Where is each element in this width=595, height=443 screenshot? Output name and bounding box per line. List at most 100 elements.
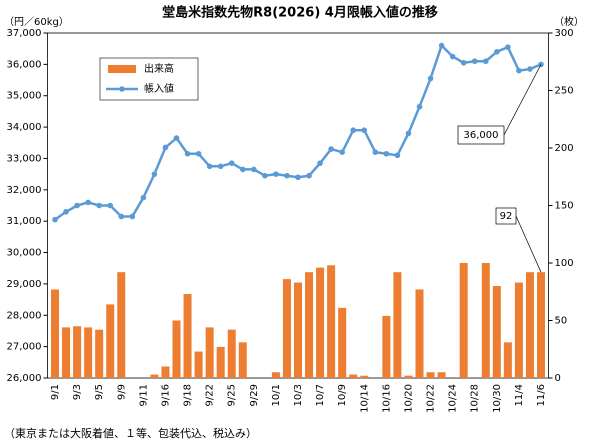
line-marker — [427, 75, 434, 82]
bar — [481, 263, 490, 378]
x-tick-label: 10/9 — [337, 384, 348, 406]
line-marker — [449, 53, 456, 60]
x-tick-label: 10/3 — [293, 384, 304, 406]
bar — [525, 272, 534, 378]
x-tick-label: 9/22 — [205, 384, 216, 406]
line-marker — [394, 152, 401, 159]
annotation: 36,000 — [464, 130, 499, 141]
legend-marker — [119, 86, 125, 92]
line-marker — [339, 149, 345, 155]
line-marker — [251, 166, 257, 173]
line-marker — [96, 202, 102, 209]
y2-tick-label: 250 — [555, 86, 574, 97]
line-marker — [63, 208, 69, 215]
bar — [106, 304, 115, 378]
x-tick-label: 9/9 — [116, 384, 127, 400]
line-marker — [107, 202, 114, 209]
y2-tick-label: 200 — [555, 143, 574, 154]
y-tick-label: 26,000 — [6, 373, 41, 384]
line-marker — [173, 135, 180, 141]
bar — [492, 286, 501, 378]
bar — [338, 307, 347, 378]
x-tick-label: 11/4 — [514, 384, 525, 406]
bar — [95, 329, 104, 378]
bar — [426, 372, 435, 378]
annotation-leader — [503, 64, 542, 136]
bar — [305, 272, 314, 378]
y-tick-label: 28,000 — [6, 310, 41, 321]
line-marker — [328, 146, 334, 152]
x-tick-label: 9/18 — [183, 384, 194, 406]
bar — [503, 342, 512, 378]
annotation-box — [495, 207, 517, 225]
bar — [73, 326, 82, 378]
bar — [172, 320, 181, 378]
annotation: 92 — [500, 211, 513, 222]
line-marker — [361, 127, 368, 134]
line-marker — [383, 150, 390, 157]
bar — [51, 289, 59, 378]
bar — [316, 267, 325, 378]
bar — [327, 265, 336, 378]
bar — [161, 366, 170, 378]
x-tick-label: 9/16 — [160, 384, 171, 406]
line-marker — [74, 202, 80, 209]
bar — [415, 289, 424, 378]
line-marker — [206, 163, 213, 170]
legend-label: 帳入値 — [144, 82, 174, 95]
line-marker — [217, 163, 224, 170]
x-tick-label: 10/22 — [426, 384, 437, 413]
bar — [183, 294, 192, 378]
bar — [227, 329, 236, 378]
line-marker — [262, 172, 268, 179]
x-tick-label: 9/3 — [72, 384, 83, 400]
line-marker — [239, 166, 246, 173]
legend-label: 出来高 — [144, 62, 174, 75]
bar — [117, 272, 126, 378]
y-axis-label: （円／60kg） — [4, 16, 69, 28]
y-tick-label: 32,000 — [6, 185, 41, 196]
bar — [271, 372, 280, 378]
line-marker — [516, 67, 522, 74]
y2-tick-label: 150 — [555, 201, 574, 212]
bar — [150, 374, 159, 378]
x-tick-label: 10/16 — [381, 384, 392, 413]
line-marker — [471, 58, 478, 65]
line-marker — [118, 213, 125, 220]
bar — [514, 282, 523, 378]
legend-swatch — [108, 65, 136, 73]
y-tick-label: 33,000 — [6, 153, 41, 164]
bar — [205, 327, 214, 378]
y2-axis-label: （枚） — [554, 15, 584, 28]
bar — [382, 315, 391, 378]
bar — [238, 342, 247, 378]
x-tick-label: 10/30 — [492, 384, 503, 413]
line-marker — [505, 44, 511, 50]
y-tick-label: 34,000 — [6, 122, 41, 133]
line-marker — [527, 66, 533, 72]
y-tick-label: 37,000 — [6, 28, 41, 39]
bar — [194, 351, 203, 378]
y2-tick-label: 0 — [555, 373, 561, 384]
chart-title: 堂島米指数先物R8(2026) 4月限帳入値の推移 — [162, 5, 438, 21]
line-marker — [306, 172, 312, 179]
line-marker — [284, 172, 290, 179]
line-marker — [151, 171, 158, 177]
x-tick-label: 11/6 — [536, 384, 547, 406]
bar — [349, 374, 358, 378]
x-tick-label: 9/11 — [138, 384, 149, 406]
line-marker — [129, 213, 136, 220]
line-marker — [482, 58, 489, 65]
line-marker — [140, 194, 147, 201]
line-marker — [317, 160, 323, 166]
line-marker — [438, 42, 445, 49]
line-marker — [350, 127, 357, 134]
line-marker — [184, 150, 191, 157]
y-tick-label: 29,000 — [6, 279, 41, 290]
x-tick-label: 10/1 — [271, 384, 282, 406]
annotation-box — [457, 125, 505, 145]
bar — [294, 282, 302, 378]
bar — [459, 263, 468, 378]
line-marker — [85, 199, 91, 206]
